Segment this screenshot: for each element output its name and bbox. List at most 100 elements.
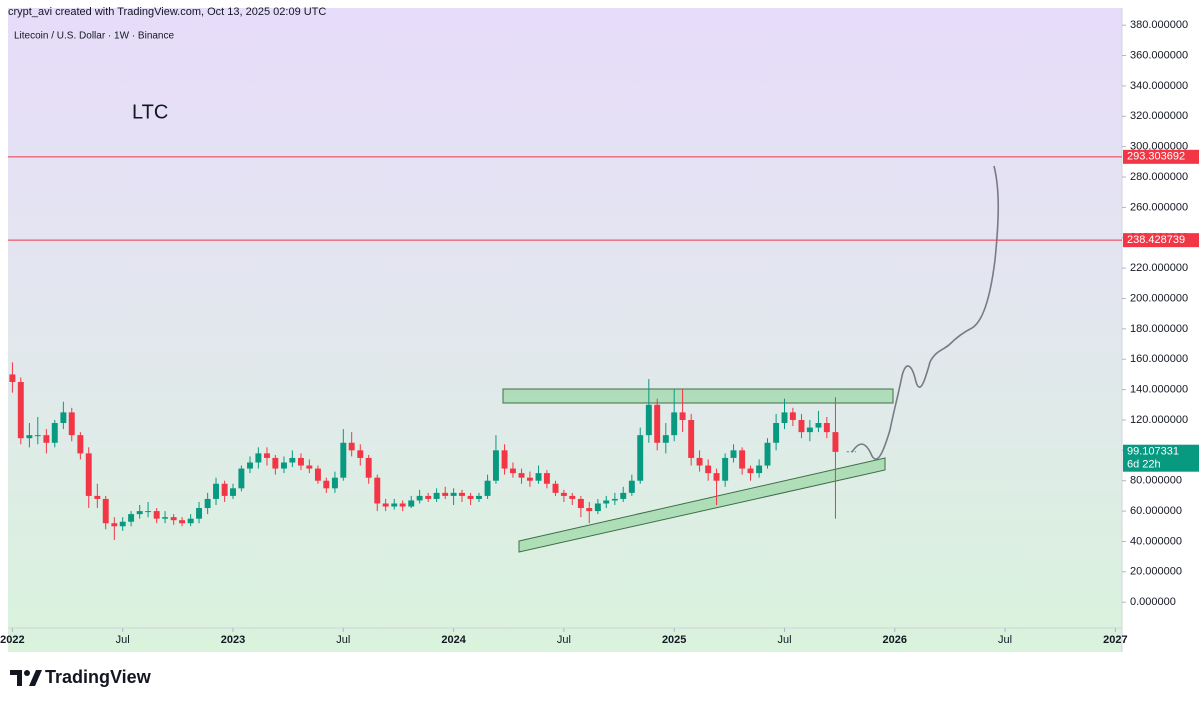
y-tick-label: 180.000000	[1130, 323, 1188, 335]
candle-body	[374, 477, 381, 504]
candle-body	[331, 477, 338, 489]
header: crypt_avi created with TradingView.com, …	[8, 6, 326, 18]
x-tick-label: 2024	[441, 634, 466, 646]
candle-body	[637, 435, 644, 481]
brand: TradingView	[45, 667, 152, 687]
candle-body	[26, 435, 33, 439]
candle-body	[77, 435, 84, 454]
candle-body	[756, 465, 763, 474]
candle-body	[806, 427, 813, 433]
candle-body	[696, 457, 703, 466]
y-tick-label: 60.000000	[1130, 505, 1182, 517]
candle-body	[348, 442, 355, 451]
candle-body	[442, 492, 449, 496]
candle-body	[586, 508, 593, 512]
x-tick-label: Jul	[116, 634, 130, 646]
candle-body	[196, 508, 203, 519]
price-label: 293.303692	[1127, 151, 1185, 163]
brand-logo	[10, 670, 42, 686]
candle-body	[823, 423, 830, 433]
candle-body	[679, 412, 686, 420]
x-tick-label: 2027	[1103, 634, 1127, 646]
candle-body	[204, 498, 211, 509]
series	[9, 362, 839, 540]
candle-body	[747, 468, 754, 474]
resistance-zone	[502, 388, 894, 404]
candle-body	[94, 495, 101, 499]
countdown-label: 6d 22h	[1127, 459, 1161, 471]
candle-body	[238, 468, 245, 489]
candle-body	[170, 517, 177, 521]
candle-body	[34, 435, 41, 437]
candle-body	[145, 511, 152, 513]
candle-body	[535, 473, 542, 481]
candle-body	[17, 382, 24, 439]
candle-body	[705, 465, 712, 474]
candle-body	[255, 453, 262, 463]
candle-body	[781, 412, 788, 424]
candle-body	[594, 503, 601, 512]
candle-body	[9, 374, 16, 383]
candle-body	[798, 419, 805, 433]
candle-body	[501, 450, 508, 469]
x-tick-label: 2023	[221, 634, 245, 646]
candle-body	[357, 450, 364, 458]
candle-body	[221, 483, 228, 496]
y-tick-label: 80.000000	[1130, 475, 1182, 487]
candle-body	[264, 453, 270, 458]
candle-body	[662, 435, 669, 443]
candle-body	[230, 488, 236, 496]
x-tick-label: 2022	[0, 634, 24, 646]
candle-body	[671, 412, 678, 436]
support-channel	[518, 457, 886, 553]
y-tick-label: 320.000000	[1130, 110, 1188, 122]
candle-body	[552, 483, 559, 493]
candle-body	[620, 492, 627, 499]
candle-body	[213, 483, 219, 499]
y-tick-label: 360.000000	[1130, 49, 1188, 61]
candle-body	[467, 495, 474, 499]
candle-body	[832, 432, 839, 452]
annotation: LTC	[132, 101, 168, 123]
candle-body	[306, 465, 313, 469]
candle-body	[162, 517, 169, 519]
price-label-box	[1123, 233, 1199, 248]
x-tick-label: Jul	[998, 634, 1012, 646]
candle-body	[773, 423, 780, 443]
y-tick-label: 20.000000	[1130, 566, 1182, 578]
candle-body	[382, 503, 389, 507]
plot-background	[8, 8, 1122, 652]
candle-body	[51, 423, 58, 443]
candle-body	[450, 492, 457, 496]
candle-body	[764, 442, 771, 466]
y-tick-label: 340.000000	[1130, 80, 1188, 92]
candle-body	[459, 492, 465, 496]
candle-body	[102, 498, 109, 524]
x-tick-label: 2026	[883, 634, 907, 646]
candle-body	[433, 492, 440, 499]
candle-body	[789, 412, 796, 420]
candle-body	[730, 450, 737, 458]
candle-body	[399, 503, 406, 507]
last-price-label: 99.107331	[1127, 446, 1179, 458]
y-tick-label: 120.000000	[1130, 414, 1188, 426]
candle-body	[560, 492, 567, 496]
y-tick-label: 0.000000	[1130, 596, 1176, 608]
y-tick-label: 140.000000	[1130, 384, 1188, 396]
candle-body	[280, 462, 287, 469]
candle-body	[603, 500, 610, 504]
x-tick-label: Jul	[336, 634, 350, 646]
candle-body	[713, 473, 720, 481]
candle-body	[297, 457, 304, 466]
candle-body	[136, 511, 143, 515]
candle-body	[722, 457, 729, 481]
candle-body	[323, 480, 330, 489]
y-tick-label: 380.000000	[1130, 19, 1188, 31]
candle-body	[391, 503, 398, 507]
candle-body	[365, 457, 372, 478]
candle-body	[408, 500, 415, 507]
chart-title: Litecoin / U.S. Dollar · 1W · Binance	[14, 31, 174, 42]
candle-body	[425, 495, 432, 499]
candle-body	[688, 419, 695, 458]
